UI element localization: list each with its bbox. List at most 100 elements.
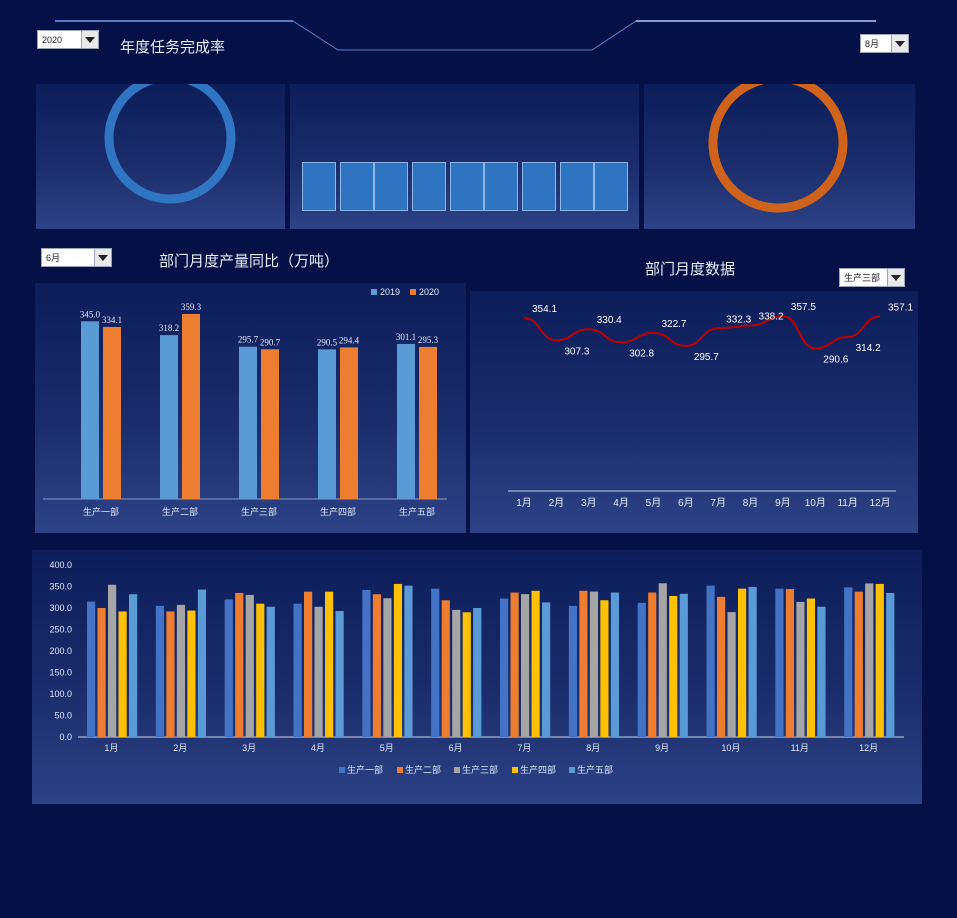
- progress-tile: [484, 162, 518, 211]
- bar-生产二部: [304, 591, 313, 737]
- data-label: 322.7: [661, 319, 686, 330]
- category-label: 3月: [581, 497, 597, 509]
- category-label: 4月: [613, 497, 629, 509]
- bar-生产一部: [362, 589, 371, 737]
- legend-swatch-生产三部: [454, 767, 460, 773]
- bar-生产一部: [500, 598, 509, 737]
- bar-2019: [81, 321, 99, 499]
- bar-生产五部: [266, 606, 275, 737]
- bar-生产二部: [235, 592, 244, 737]
- bar-生产一部: [431, 588, 440, 737]
- month-completion-ring: [708, 73, 848, 213]
- y-tick-label: 100.0: [49, 689, 72, 699]
- legend-label: 生产三部: [462, 764, 498, 775]
- bar-生产五部: [542, 602, 551, 737]
- bar-生产四部: [256, 603, 265, 737]
- category-label: 1月: [104, 743, 118, 753]
- category-label: 6月: [449, 743, 463, 753]
- data-label: 318.2: [159, 323, 179, 333]
- legend-label: 生产一部: [347, 764, 383, 775]
- bar-生产二部: [510, 592, 519, 737]
- bar-生产四部: [806, 598, 816, 737]
- category-label: 9月: [775, 497, 791, 509]
- bar-2020: [261, 349, 279, 499]
- year-select-value: 2020: [42, 34, 63, 45]
- category-label: 2月: [549, 497, 565, 509]
- bar-生产五部: [197, 589, 207, 737]
- category-label: 生产三部: [241, 506, 277, 517]
- bar-生产二部: [372, 594, 382, 737]
- data-label: 290.6: [823, 354, 848, 365]
- bar-生产四部: [600, 600, 609, 737]
- bar-生产四部: [393, 583, 403, 737]
- bar-生产三部: [658, 583, 667, 737]
- chevron-down-icon[interactable]: [81, 31, 98, 48]
- annual-completion-panel: [36, 72, 285, 229]
- bar-生产四部: [118, 611, 127, 737]
- compare-chart-title: 部门月度产量同比（万吨）: [159, 252, 340, 270]
- bar-生产一部: [637, 602, 646, 737]
- bar-生产三部: [521, 594, 530, 737]
- data-label: 332.3: [726, 314, 751, 325]
- category-label: 8月: [586, 743, 600, 753]
- data-label: 307.3: [564, 346, 589, 357]
- chevron-down-icon[interactable]: [891, 35, 908, 52]
- data-label: 334.1: [102, 315, 122, 325]
- bar-生产五部: [335, 611, 344, 737]
- bar-生产四部: [187, 610, 196, 737]
- bar-2020: [182, 313, 200, 499]
- legend-swatch-生产四部: [512, 767, 518, 773]
- data-label: 294.4: [339, 335, 360, 345]
- progress-tile: [450, 162, 484, 211]
- month-ring-arc: [708, 73, 848, 213]
- bar-生产四部: [738, 588, 747, 737]
- category-label: 7月: [710, 497, 726, 509]
- legend-label: 生产二部: [405, 764, 441, 775]
- category-label: 12月: [869, 497, 890, 509]
- bar-生产二部: [579, 590, 588, 737]
- compare-month-select[interactable]: 6月: [41, 248, 112, 267]
- bar-生产三部: [452, 609, 461, 737]
- all-dept-chart-panel: 0.0 50.0 100.0 150.0 200.0 250.0 300.0 350.0 400…: [32, 550, 922, 804]
- data-label: 290.7: [260, 337, 281, 347]
- legend-label: 2020: [419, 287, 439, 297]
- data-label: 290.5: [317, 337, 338, 347]
- dept-select[interactable]: 生产三部: [839, 268, 905, 287]
- category-label: 2月: [173, 743, 187, 753]
- data-label: 345.0: [80, 309, 101, 319]
- bar-生产五部: [679, 593, 688, 737]
- year-select[interactable]: 2020: [37, 30, 99, 49]
- bar-生产三部: [796, 601, 805, 737]
- bar-生产五部: [404, 585, 413, 737]
- month-completion-panel: [644, 73, 915, 229]
- bar-生产四部: [462, 612, 471, 737]
- series-line: [523, 315, 881, 350]
- compare-month-value: 6月: [46, 253, 61, 263]
- bar-生产二部: [854, 591, 863, 737]
- month-select[interactable]: 8月: [860, 34, 909, 53]
- y-tick-label: 0.0: [59, 732, 72, 742]
- data-label: 302.8: [629, 348, 654, 359]
- bar-生产四部: [531, 590, 540, 737]
- month-select-value: 8月: [865, 39, 880, 49]
- bar-生产三部: [108, 584, 117, 737]
- bar-生产四部: [875, 583, 884, 737]
- monthly-chart-title: 部门月度数据: [645, 260, 736, 278]
- category-label: 11月: [837, 497, 857, 509]
- legend-label: 生产四部: [520, 764, 556, 775]
- y-tick-label: 150.0: [49, 668, 72, 678]
- bar-生产二部: [785, 589, 795, 737]
- bar-2019: [397, 343, 415, 499]
- chevron-down-icon[interactable]: [94, 249, 111, 266]
- chevron-down-icon[interactable]: [887, 269, 904, 286]
- progress-tile: [594, 162, 628, 211]
- data-label: 301.1: [396, 332, 416, 342]
- bar-生产二部: [166, 611, 175, 737]
- bar-生产四部: [669, 595, 678, 737]
- progress-tile: [412, 162, 446, 211]
- y-tick-label: 400.0: [49, 560, 72, 570]
- legend-swatch-生产一部: [339, 767, 345, 773]
- bar-生产五部: [610, 592, 620, 737]
- category-label: 5月: [646, 497, 662, 509]
- category-label: 6月: [678, 497, 694, 509]
